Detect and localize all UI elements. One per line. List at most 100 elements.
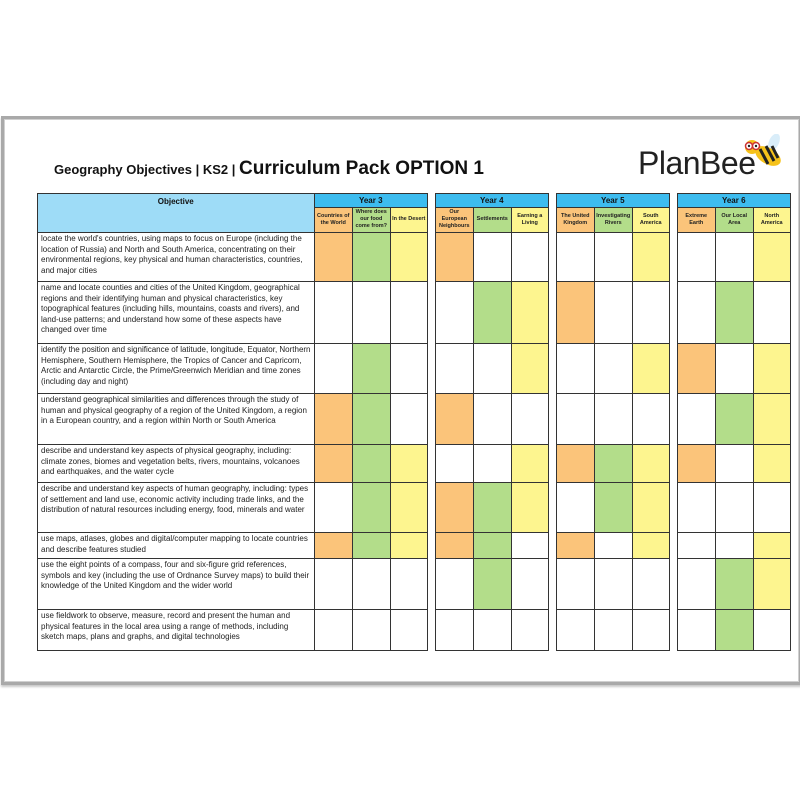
unit-header: Extreme Earth [677, 207, 716, 233]
coverage-cell [632, 343, 670, 394]
coverage-cell [715, 343, 754, 394]
unit-header: Investigating Rivers [594, 207, 633, 233]
coverage-cell [632, 482, 670, 533]
coverage-cell [473, 444, 512, 483]
coverage-cell [390, 444, 428, 483]
coverage-cell [473, 393, 512, 445]
coverage-cell [594, 281, 633, 344]
coverage-cell [715, 609, 754, 651]
objective-text: understand geographical similarities and… [37, 393, 315, 445]
coverage-cell [511, 444, 549, 483]
unit-header: North America [753, 207, 791, 233]
coverage-cell [753, 558, 791, 610]
coverage-cell [390, 281, 428, 344]
objectives-table: Objective Year 3 Countries of the World Whe… [37, 193, 791, 651]
coverage-cell [314, 393, 353, 445]
coverage-cell [677, 609, 716, 651]
coverage-cell [632, 532, 670, 559]
coverage-cell [473, 532, 512, 559]
coverage-cell [390, 482, 428, 533]
coverage-cell [352, 609, 391, 651]
coverage-cell [556, 482, 595, 533]
coverage-cell [594, 444, 633, 483]
logo-text: PlanBee [638, 145, 756, 181]
objective-text: use fieldwork to observe, measure, recor… [37, 609, 315, 651]
unit-header: Earning a Living [511, 207, 549, 233]
coverage-cell [390, 393, 428, 445]
coverage-cell [753, 232, 791, 282]
unit-header: Where does our food come from? [352, 207, 391, 233]
coverage-cell [594, 532, 633, 559]
coverage-cell [511, 232, 549, 282]
coverage-cell [556, 281, 595, 344]
objective-text: describe and understand key aspects of h… [37, 482, 315, 533]
year-header: Year 5 [556, 193, 670, 208]
year-header: Year 4 [435, 193, 549, 208]
coverage-cell [556, 558, 595, 610]
coverage-cell [715, 444, 754, 483]
coverage-cell [473, 343, 512, 394]
unit-header: Countries of the World [314, 207, 353, 233]
coverage-cell [352, 482, 391, 533]
coverage-cell [594, 343, 633, 394]
coverage-cell [753, 532, 791, 559]
coverage-cell [556, 232, 595, 282]
coverage-cell [715, 232, 754, 282]
year-header: Year 3 [314, 193, 428, 208]
coverage-cell [511, 532, 549, 559]
coverage-cell [511, 558, 549, 610]
coverage-cell [435, 609, 474, 651]
coverage-cell [435, 444, 474, 483]
coverage-cell [435, 558, 474, 610]
coverage-cell [556, 532, 595, 559]
coverage-cell [435, 281, 474, 344]
coverage-cell [753, 343, 791, 394]
coverage-cell [511, 343, 549, 394]
coverage-cell [556, 393, 595, 445]
coverage-cell [352, 532, 391, 559]
coverage-cell [632, 232, 670, 282]
coverage-cell [390, 558, 428, 610]
coverage-cell [511, 393, 549, 445]
coverage-cell [390, 232, 428, 282]
coverage-cell [352, 343, 391, 394]
coverage-cell [715, 558, 754, 610]
coverage-cell [677, 232, 716, 282]
coverage-cell [473, 281, 512, 344]
coverage-cell [435, 482, 474, 533]
coverage-cell [677, 558, 716, 610]
coverage-cell [314, 343, 353, 394]
unit-header: Settlements [473, 207, 512, 233]
planbee-logo: PlanBee [638, 134, 788, 188]
coverage-cell [753, 482, 791, 533]
coverage-cell [511, 482, 549, 533]
objective-text: use the eight points of a compass, four … [37, 558, 315, 610]
coverage-cell [435, 532, 474, 559]
coverage-cell [473, 558, 512, 610]
objective-header: Objective [37, 193, 315, 233]
coverage-cell [632, 393, 670, 445]
coverage-cell [352, 444, 391, 483]
coverage-cell [352, 558, 391, 610]
unit-header: The United Kingdom [556, 207, 595, 233]
coverage-cell [594, 558, 633, 610]
coverage-cell [632, 609, 670, 651]
page-title: Geography Objectives | KS2 | Curriculum … [54, 158, 484, 180]
coverage-cell [632, 281, 670, 344]
coverage-cell [594, 609, 633, 651]
unit-header: In the Desert [390, 207, 428, 233]
coverage-cell [314, 482, 353, 533]
title-main: Curriculum Pack OPTION 1 [239, 158, 484, 179]
coverage-cell [753, 609, 791, 651]
unit-header: South America [632, 207, 670, 233]
coverage-cell [473, 609, 512, 651]
objective-text: locate the world's countries, using maps… [37, 232, 315, 282]
title-prefix: Geography Objectives | KS2 | [54, 162, 240, 177]
unit-header: Our Local Area [715, 207, 754, 233]
coverage-cell [352, 393, 391, 445]
coverage-cell [715, 532, 754, 559]
unit-header: Our European Neighbours [435, 207, 474, 233]
coverage-cell [390, 343, 428, 394]
coverage-cell [314, 609, 353, 651]
